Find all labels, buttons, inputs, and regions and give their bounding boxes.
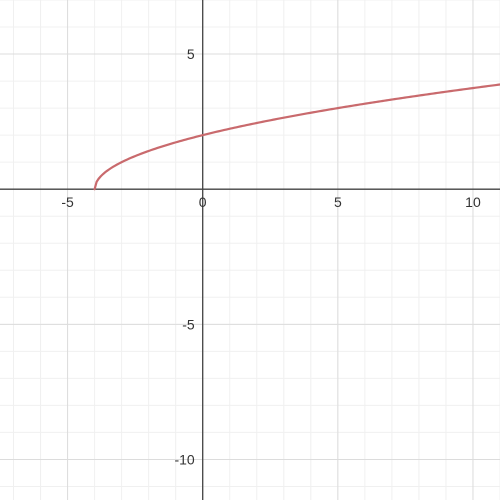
x-tick-label: 0 xyxy=(199,194,207,210)
function-chart: -5 0 5 10 5 -5 -10 xyxy=(0,0,500,500)
y-tick-label: -5 xyxy=(182,316,195,332)
x-tick-label: 5 xyxy=(334,194,342,210)
y-tick-label: -10 xyxy=(174,451,194,467)
x-tick-label: 10 xyxy=(465,194,481,210)
y-tick-label: 5 xyxy=(187,46,195,62)
chart-container: -5 0 5 10 5 -5 -10 xyxy=(0,0,500,500)
x-tick-label: -5 xyxy=(61,194,74,210)
